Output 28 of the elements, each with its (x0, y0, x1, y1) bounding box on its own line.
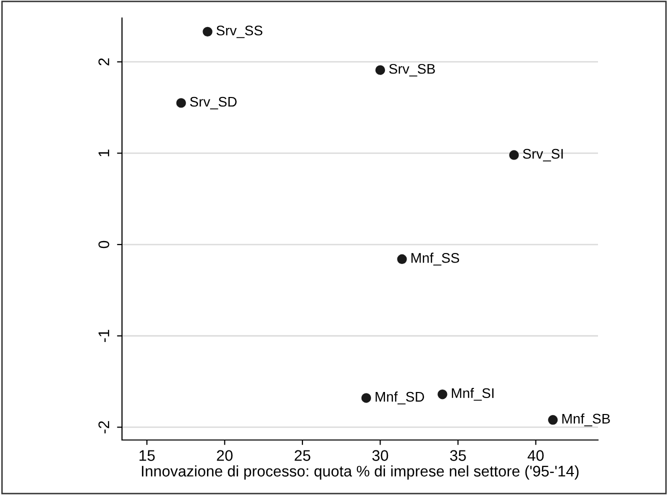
point (176, 98, 186, 108)
annotation: Mnf_SI (452, 388, 494, 401)
annotation: Mnf_SS (411, 252, 460, 266)
annotation: Srv_SS (216, 26, 262, 38)
y-tick-label: -1 (98, 330, 110, 342)
annotation: Srv_SB (389, 64, 435, 76)
point (361, 393, 372, 403)
x-tick-label: 30 (372, 450, 388, 461)
x-tick-label: 40 (528, 450, 544, 461)
annotation: Mnf_SB (562, 413, 610, 426)
x-axis-title: Innovazione di processo: quota % di imprese nel settore ('95-'14) (142, 465, 579, 480)
point (202, 26, 212, 37)
annotation: Srv_SI (522, 148, 563, 162)
y-tick-label: 2 (98, 58, 110, 66)
annotation: Srv_SD (190, 96, 237, 110)
x-tick-label: 25 (294, 450, 310, 461)
point (397, 254, 407, 264)
point (548, 415, 558, 425)
annotation: Mnf_SD (376, 392, 424, 404)
x-tick-label: 20 (216, 450, 233, 461)
point (438, 389, 448, 400)
y-tick-label: -2 (98, 421, 110, 434)
y-tick-label: 1 (98, 150, 110, 156)
point (509, 150, 519, 160)
point (375, 65, 386, 75)
y-tick-label: 0 (98, 240, 110, 248)
x-tick-label: 15 (140, 450, 155, 461)
x-tick-label: 35 (450, 450, 466, 461)
